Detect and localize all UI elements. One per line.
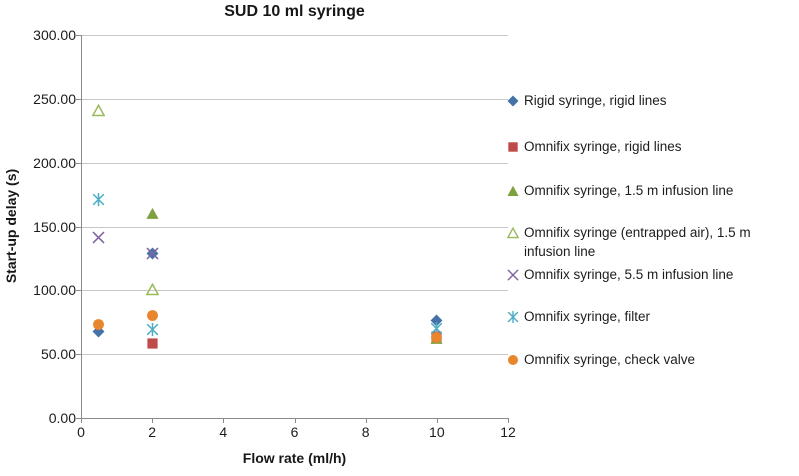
data-point-triangle-open: [92, 103, 106, 117]
x-axis-title: Flow rate (ml/h): [242, 450, 347, 466]
y-tick-label: 150.00: [33, 218, 76, 235]
data-point-square: [146, 337, 159, 350]
data-point-x: [146, 247, 159, 260]
legend-label: Omnifix syringe, 1.5 m infusion line: [524, 183, 734, 198]
x-tick-label: 2: [148, 424, 157, 440]
legend-marker-circle-icon: [507, 354, 519, 366]
legend-label: Omnifix syringe, check valve: [524, 352, 696, 367]
legend-marker-triangle-icon: [507, 185, 519, 197]
x-tick-label: 0: [77, 424, 85, 440]
gridline: [81, 290, 508, 292]
legend-marker-asterisk-icon: [507, 311, 519, 323]
x-tick-mark: [223, 419, 225, 423]
x-axis-line: [77, 418, 509, 419]
x-tick-label: 8: [361, 424, 370, 440]
data-point-asterisk: [146, 323, 159, 337]
gridline: [81, 354, 508, 356]
y-tick-mark: [76, 98, 81, 100]
gridline: [81, 226, 508, 228]
legend: Rigid syringe, rigid lines Omnifix syring…: [507, 0, 799, 476]
gridline: [81, 98, 508, 100]
x-tick-label: 6: [290, 424, 299, 440]
legend-marker-square-icon: [507, 141, 519, 153]
x-tick-label: 10: [429, 424, 445, 440]
x-tick-mark: [81, 419, 82, 423]
legend-item: Omnifix syringe, 1.5 m infusion line: [507, 181, 799, 200]
legend-marker-x-icon: [507, 269, 519, 281]
y-tick-mark: [76, 162, 81, 164]
y-tick-label: 300.00: [33, 27, 76, 43]
data-point-circle: [430, 331, 443, 344]
y-tick-mark: [76, 35, 81, 36]
legend-marker-diamond-icon: [507, 95, 519, 107]
data-point-triangle: [146, 207, 159, 220]
data-point-diamond: [92, 325, 105, 338]
plot-area: [81, 35, 508, 418]
legend-label: Omnifix syringe, filter: [524, 309, 651, 324]
gridline: [81, 162, 508, 164]
data-point-triangle-open: [145, 282, 159, 296]
y-tick-label: 100.00: [33, 282, 76, 299]
y-axis-title: Start-up delay (s): [3, 168, 19, 284]
x-tick-mark: [294, 419, 296, 423]
legend-item: Rigid syringe, rigid lines: [507, 91, 799, 110]
y-axis-line: [81, 35, 82, 419]
data-point-asterisk: [92, 193, 105, 207]
x-tick-label: 4: [219, 424, 228, 440]
y-tick-mark: [76, 354, 81, 356]
legend-label: Omnifix syringe (entrapped air), 1.5 m i…: [524, 225, 751, 259]
data-point-circle: [146, 309, 159, 322]
legend-marker-triangle-open-icon: [507, 227, 519, 239]
y-tick-label: 50.00: [40, 346, 76, 363]
data-point-x: [92, 231, 105, 244]
legend-label: Rigid syringe, rigid lines: [524, 93, 667, 108]
chart-title: SUD 10 ml syringe: [224, 3, 365, 20]
x-tick-label: 12: [500, 424, 516, 440]
legend-label: Omnifix syringe, 5.5 m infusion line: [524, 267, 734, 282]
x-tick-mark: [436, 419, 438, 423]
y-tick-mark: [76, 418, 81, 419]
legend-item: Omnifix syringe (entrapped air), 1.5 m i…: [507, 223, 799, 261]
y-tick-label: 200.00: [33, 154, 76, 171]
data-point-circle: [92, 318, 105, 331]
legend-item: Omnifix syringe, filter: [507, 307, 799, 326]
y-tick-mark: [76, 226, 81, 228]
x-tick-mark: [152, 419, 154, 423]
x-tick-mark: [365, 419, 367, 423]
legend-item: Omnifix syringe, rigid lines: [507, 137, 799, 156]
legend-label: Omnifix syringe, rigid lines: [524, 139, 682, 154]
gridline: [81, 35, 508, 36]
legend-item: Omnifix syringe, check valve: [507, 350, 799, 369]
legend-item: Omnifix syringe, 5.5 m infusion line: [507, 265, 799, 284]
x-tick-mark: [508, 419, 509, 423]
y-tick-label: 0.00: [48, 410, 76, 426]
y-tick-label: 250.00: [33, 90, 76, 107]
y-tick-mark: [76, 290, 81, 292]
data-point-diamond: [430, 314, 443, 327]
